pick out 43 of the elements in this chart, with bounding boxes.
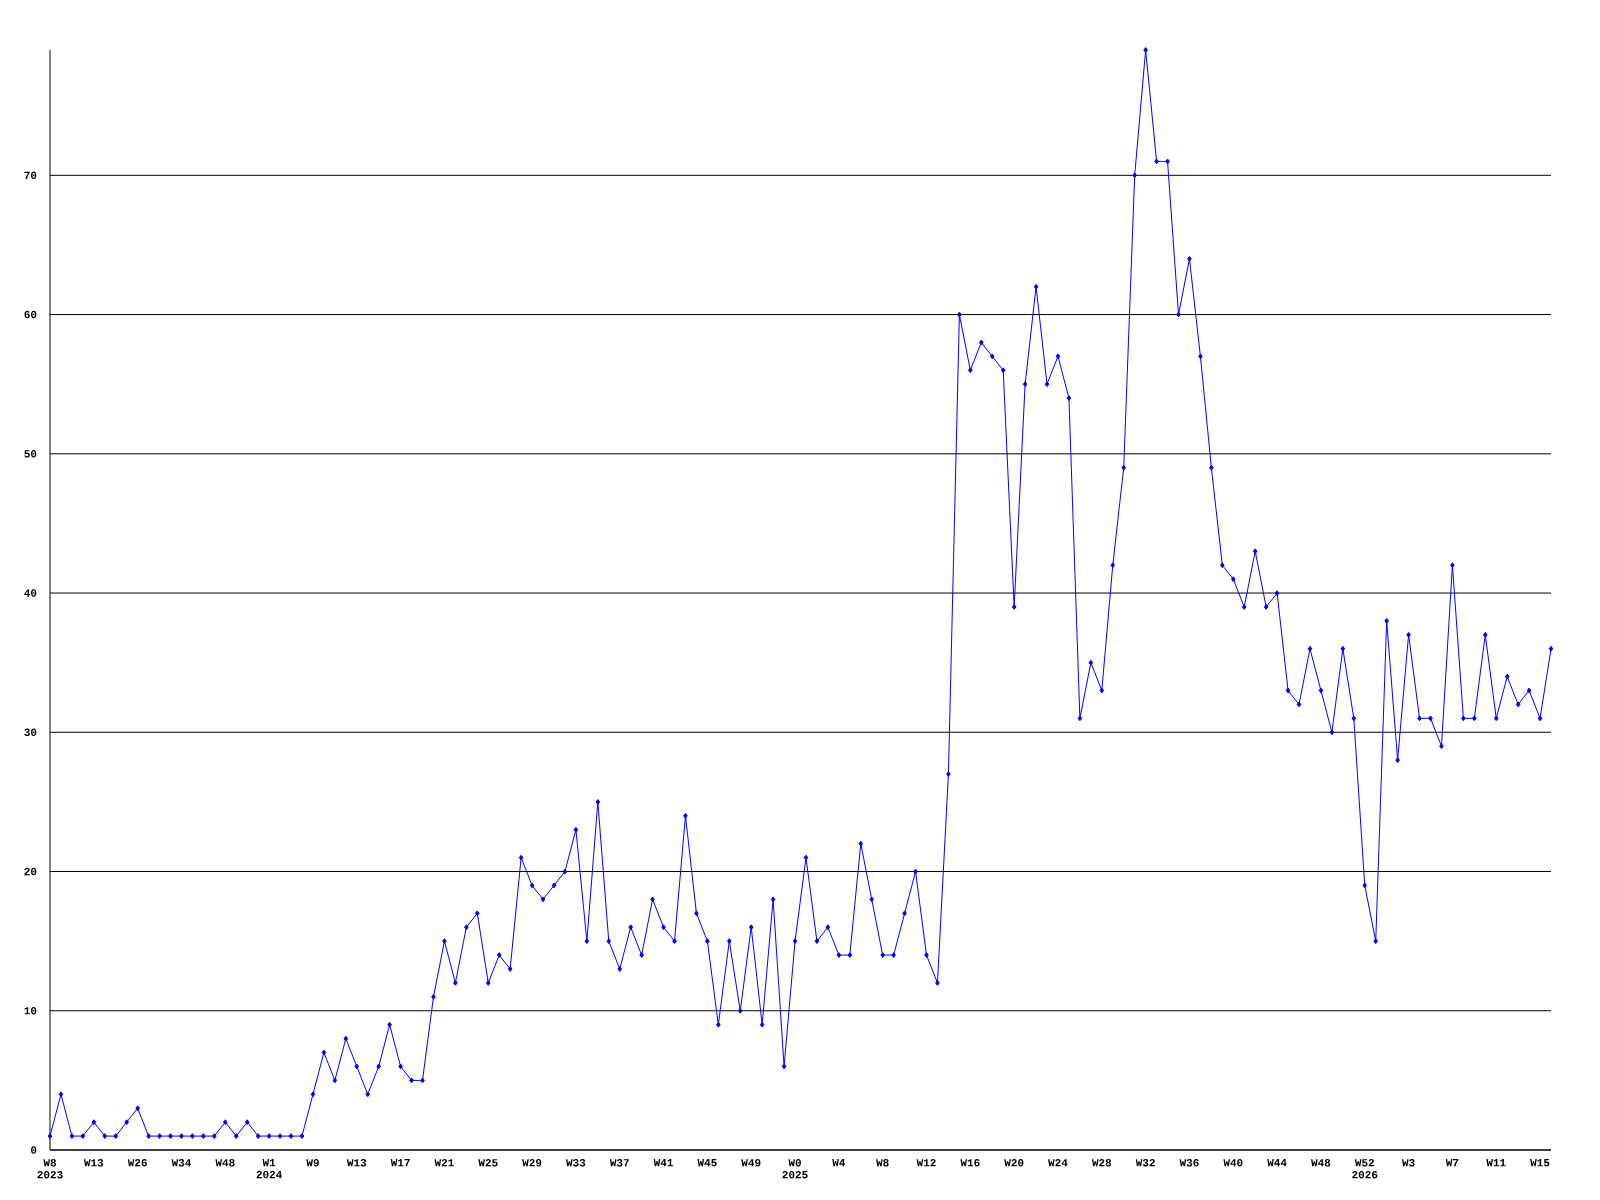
x-tick-label: W37 xyxy=(609,1159,629,1167)
x-tick-label: W3 xyxy=(1402,1159,1415,1167)
y-tick-label: 70 xyxy=(24,171,37,180)
x-tick-label: W11 xyxy=(1486,1159,1506,1167)
y-tick-label: 40 xyxy=(24,589,37,597)
x-tick-label: W28 xyxy=(1091,1159,1112,1167)
x-tick-label: W29 xyxy=(522,1159,542,1167)
x-tick-label: W8 2023 xyxy=(37,1159,63,1179)
x-tick-label: W45 xyxy=(697,1159,717,1167)
x-tick-label: W13 xyxy=(346,1159,367,1167)
x-tick-label: W15 xyxy=(1530,1159,1550,1167)
x-tick-label: W41 xyxy=(653,1159,673,1167)
y-tick-label: 30 xyxy=(24,728,37,737)
x-tick-label: W48 xyxy=(1311,1159,1331,1167)
x-tick-label: W7 xyxy=(1445,1159,1459,1167)
x-tick-label: W25 xyxy=(478,1159,498,1167)
x-tick-label: W40 xyxy=(1223,1159,1243,1167)
x-tick-label: W33 xyxy=(566,1159,586,1167)
y-tick-label: 20 xyxy=(24,867,37,876)
x-tick-label: W34 xyxy=(171,1159,192,1167)
x-tick-label: W26 xyxy=(127,1159,147,1167)
x-tick-label: W52 2026 xyxy=(1352,1159,1378,1179)
x-tick-label: W48 xyxy=(215,1159,235,1167)
x-tick-label: W16 xyxy=(960,1159,980,1167)
x-tick-label: W36 xyxy=(1179,1159,1199,1167)
x-tick-label: W8 xyxy=(876,1159,889,1167)
x-tick-label: W32 xyxy=(1135,1159,1155,1167)
x-tick-label: W12 xyxy=(916,1159,936,1167)
x-tick-label: W24 xyxy=(1048,1159,1068,1167)
y-tick-label: 60 xyxy=(24,310,37,319)
y-tick-label: 0 xyxy=(31,1146,37,1154)
x-tick-label: W20 xyxy=(1004,1159,1024,1167)
x-tick-label: W1 2024 xyxy=(256,1159,282,1179)
x-tick-label: W4 xyxy=(832,1159,846,1167)
x-tick-label: W49 xyxy=(741,1159,761,1167)
x-tick-label: W21 xyxy=(434,1159,454,1167)
x-tick-label: W0 2025 xyxy=(782,1159,808,1179)
x-tick-label: W17 xyxy=(390,1159,410,1167)
y-tick-label: 50 xyxy=(24,450,37,458)
x-tick-label: W13 xyxy=(83,1159,104,1167)
y-tick-label: 10 xyxy=(24,1007,37,1015)
x-tick-label: W9 xyxy=(306,1159,319,1167)
x-tick-label: W44 xyxy=(1267,1159,1287,1167)
